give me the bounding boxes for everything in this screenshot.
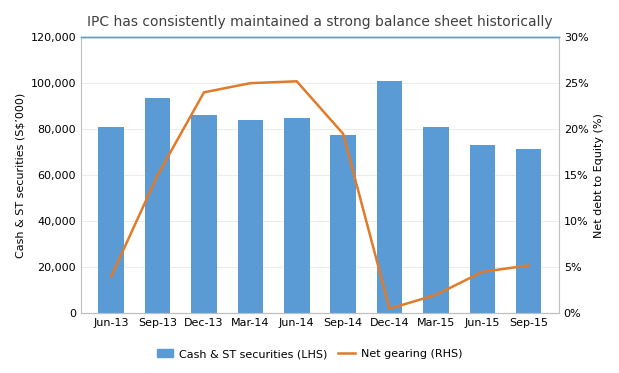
Net gearing (RHS) xyxy=(432,293,439,297)
Net gearing (RHS) xyxy=(108,274,115,279)
Y-axis label: Cash & ST securities (S$’000): Cash & ST securities (S$’000) xyxy=(15,93,25,258)
Bar xyxy=(331,135,356,313)
Bar xyxy=(284,117,310,313)
Bar xyxy=(238,120,263,313)
Y-axis label: Net debt to Equity (%): Net debt to Equity (%) xyxy=(594,113,604,238)
Net gearing (RHS) xyxy=(478,270,486,274)
Net gearing (RHS) xyxy=(201,90,208,95)
Title: IPC has consistently maintained a strong balance sheet historically: IPC has consistently maintained a strong… xyxy=(87,15,553,29)
Bar xyxy=(470,145,495,313)
Net gearing (RHS) xyxy=(525,263,532,268)
Bar xyxy=(145,98,170,313)
Net gearing (RHS) xyxy=(339,132,347,136)
Legend: Cash & ST securities (LHS), Net gearing (RHS): Cash & ST securities (LHS), Net gearing … xyxy=(152,345,467,364)
Bar xyxy=(377,81,402,313)
Net gearing (RHS) xyxy=(154,173,162,178)
Bar xyxy=(98,127,124,313)
Line: Net gearing (RHS): Net gearing (RHS) xyxy=(111,81,529,309)
Bar xyxy=(423,127,449,313)
Bar xyxy=(191,115,217,313)
Bar xyxy=(516,149,542,313)
Net gearing (RHS) xyxy=(386,307,393,311)
Net gearing (RHS) xyxy=(246,81,254,85)
Net gearing (RHS) xyxy=(293,79,300,84)
